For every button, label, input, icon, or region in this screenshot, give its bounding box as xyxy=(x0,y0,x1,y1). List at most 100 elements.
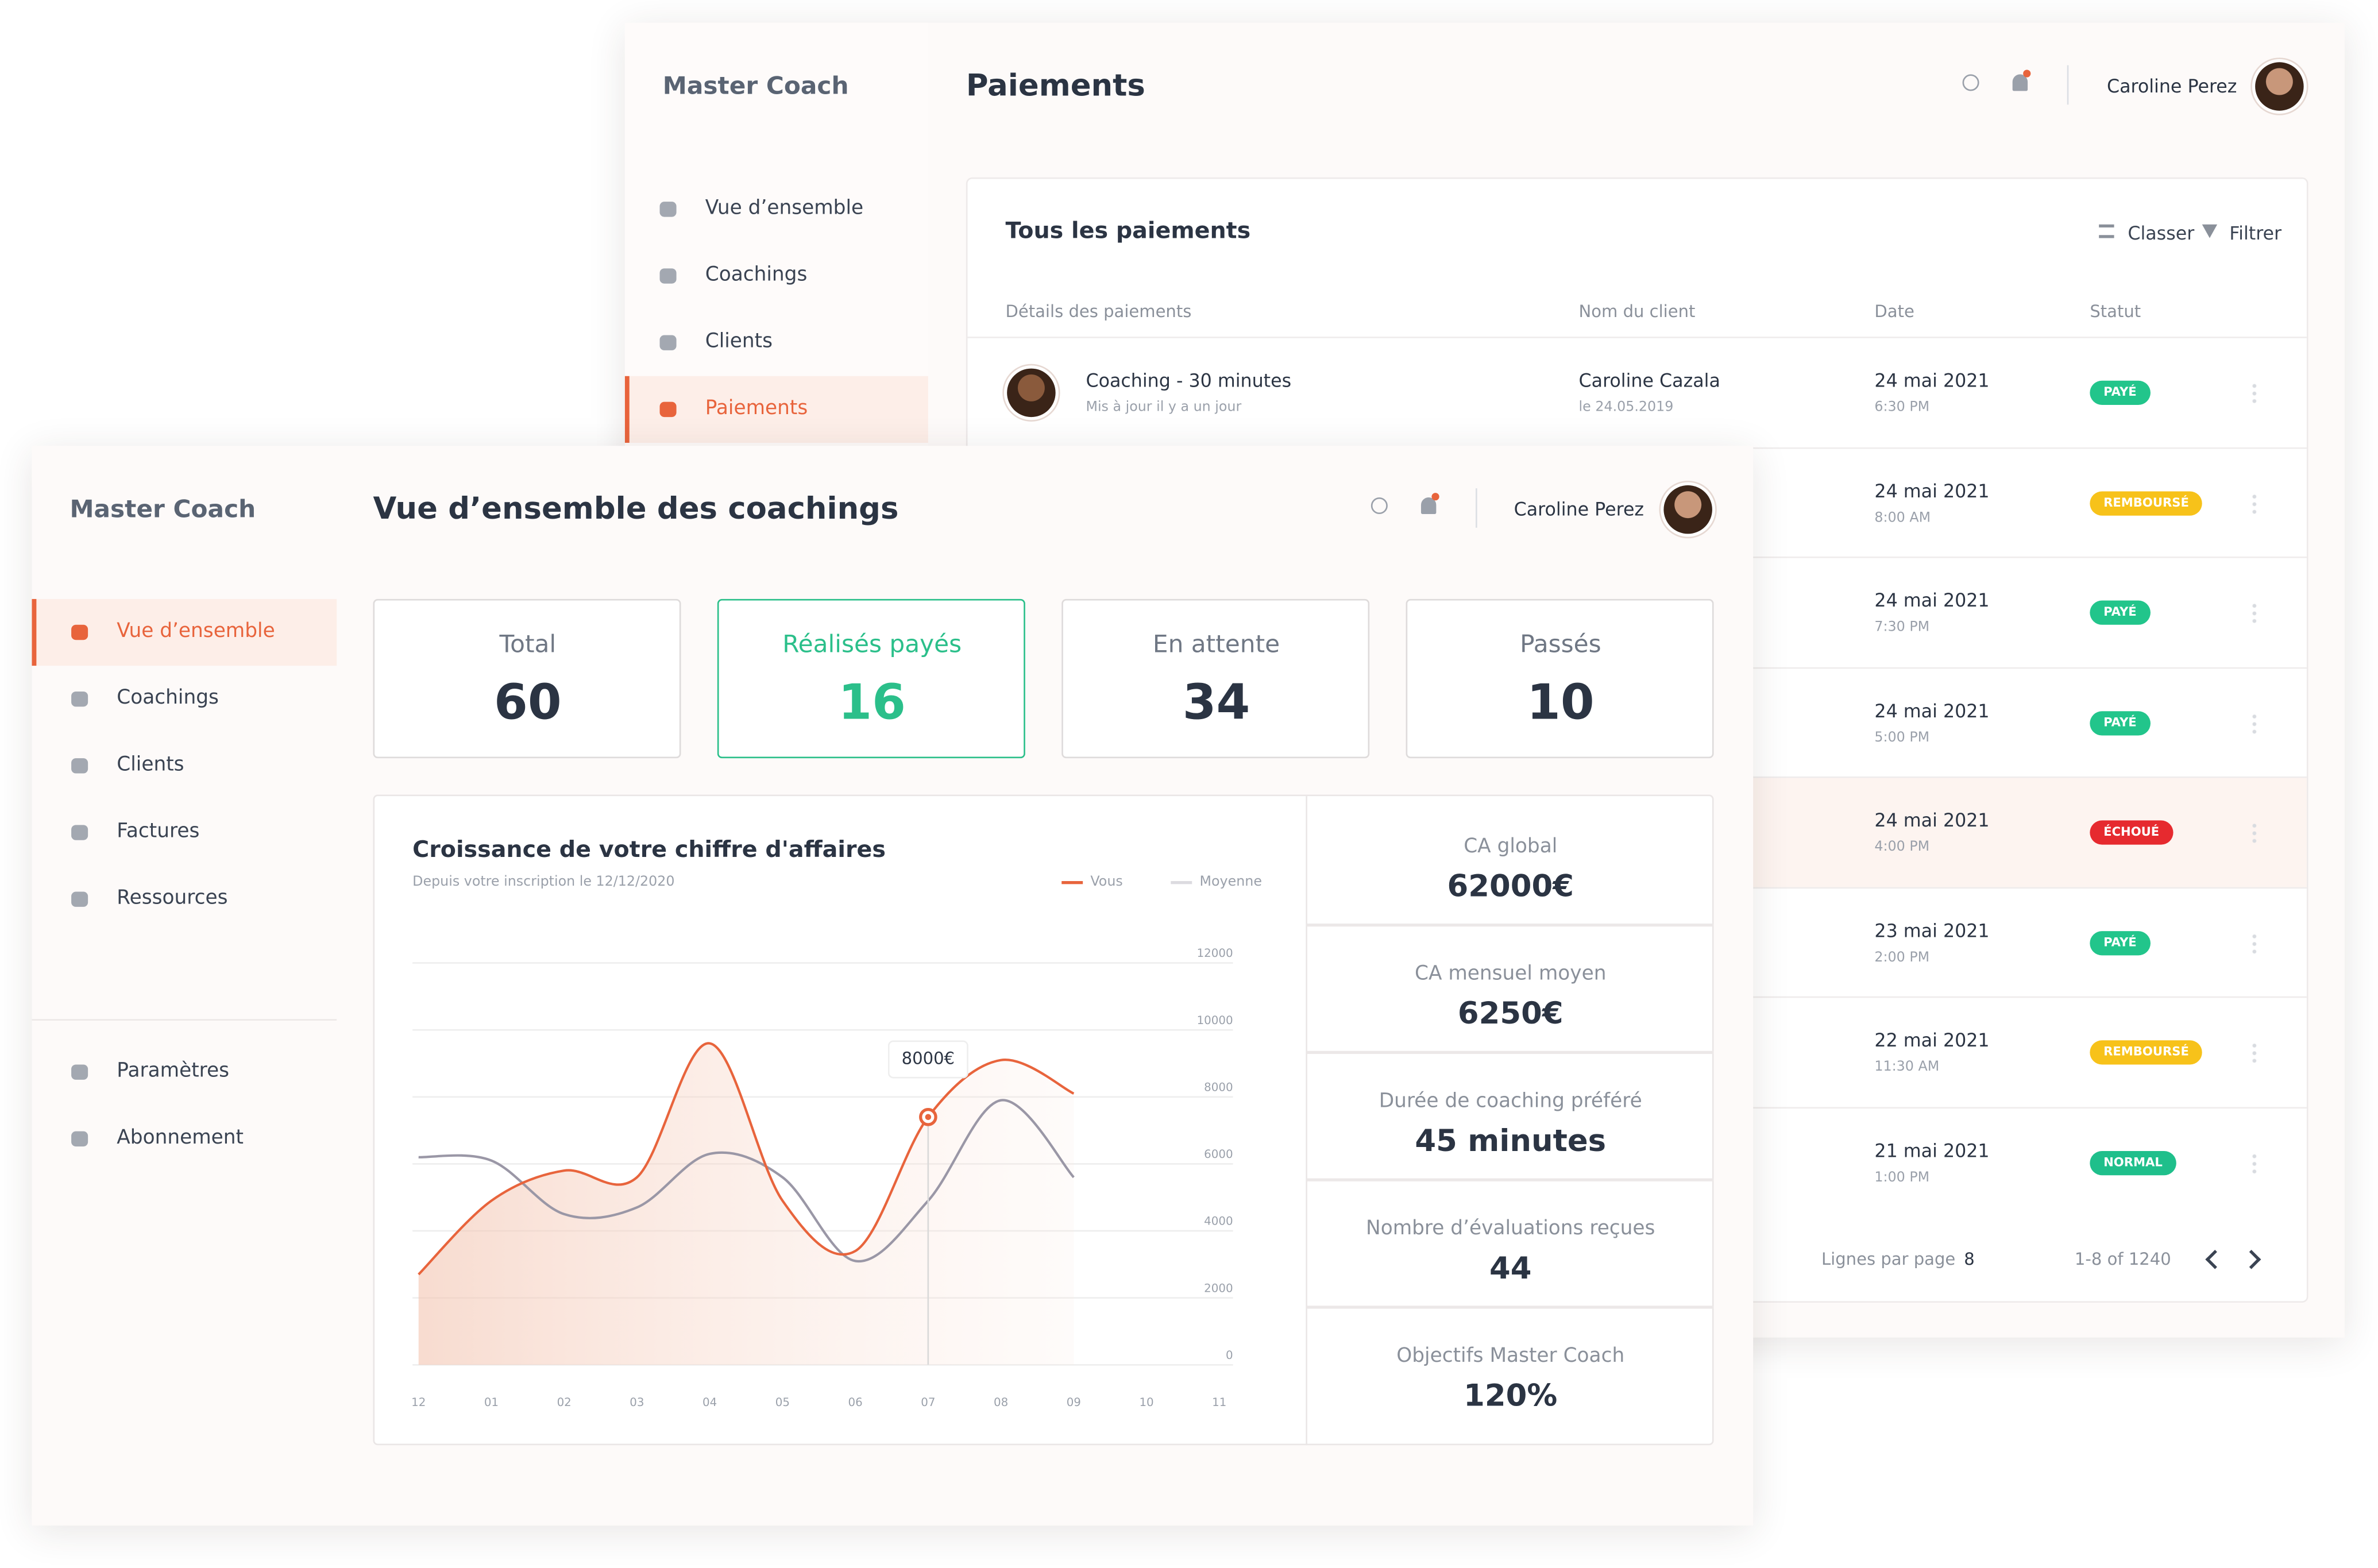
x-tick-label: 09 xyxy=(1067,1396,1081,1409)
notification-dot xyxy=(1431,493,1439,501)
x-tick-label: 08 xyxy=(994,1396,1008,1409)
status-badge: REMBOURSÉ xyxy=(2090,491,2203,515)
payment-time: 6:30 PM xyxy=(1874,400,1930,416)
legend-swatch xyxy=(1171,881,1192,885)
column-header: Date xyxy=(1874,302,1914,322)
row-menu[interactable] xyxy=(2252,932,2257,953)
nav-item[interactable]: Paramètres xyxy=(117,1060,230,1083)
kpi-divider xyxy=(1307,1051,1714,1055)
payment-time: 2:00 PM xyxy=(1874,950,1930,965)
divider xyxy=(2067,65,2069,105)
status-badge: PAYÉ xyxy=(2090,710,2151,735)
sort-button[interactable]: Classer xyxy=(2128,223,2195,245)
kpi-value: 120% xyxy=(1464,1377,1558,1413)
nav-item[interactable]: Paiements xyxy=(705,397,808,420)
stat-label: Total xyxy=(499,629,557,658)
row-menu[interactable] xyxy=(2252,1152,2257,1173)
prev-page[interactable] xyxy=(2205,1249,2225,1269)
tooltip-label: 8000€ xyxy=(902,1048,955,1068)
status-badge: PAYÉ xyxy=(2090,600,2151,625)
kpi-label: Durée de coaching préféré xyxy=(1379,1090,1642,1113)
payment-date: 24 mai 2021 xyxy=(1874,480,1990,501)
row-menu[interactable] xyxy=(2252,822,2257,844)
nav-item[interactable]: Clients xyxy=(705,330,773,354)
search-icon[interactable] xyxy=(1962,74,1979,91)
nav-item[interactable]: Factures xyxy=(117,820,200,844)
brand: Master Coach xyxy=(70,494,256,523)
nav-icon xyxy=(71,691,88,707)
series-line xyxy=(418,1099,1075,1263)
avatar xyxy=(2255,62,2304,111)
chart-subtitle: Depuis votre inscription le 12/12/2020 xyxy=(412,875,675,890)
panel-divider xyxy=(1306,796,1307,1446)
nav-icon xyxy=(659,202,677,217)
row-menu[interactable] xyxy=(2252,602,2257,624)
nav-divider xyxy=(32,1019,337,1021)
stat-label: Réalisés payés xyxy=(782,629,962,658)
stat-card[interactable]: Réalisés payés 16 xyxy=(717,598,1025,759)
nav-icon xyxy=(71,825,88,840)
row-menu[interactable] xyxy=(2252,382,2257,404)
search-icon[interactable] xyxy=(1371,497,1388,515)
area xyxy=(418,1043,1074,1365)
payment-detail: Coaching - 30 minutes xyxy=(1086,370,1292,392)
row-menu[interactable] xyxy=(2252,712,2257,733)
legend-label: Moyenne xyxy=(1199,875,1262,890)
page-title: Vue d’ensemble des coachings xyxy=(373,489,899,527)
nav-item[interactable]: Vue d’ensemble xyxy=(705,197,864,220)
user-name: Caroline Perez xyxy=(2106,76,2237,97)
nav-icon xyxy=(659,268,677,284)
kpi-value: 45 minutes xyxy=(1415,1122,1607,1159)
series-line xyxy=(418,1042,1075,1276)
filter-button[interactable]: Filtrer xyxy=(2229,223,2282,245)
y-tick-label: 6000 xyxy=(1204,1148,1233,1161)
nav-icon xyxy=(71,1064,88,1080)
nav-icon xyxy=(71,624,88,640)
status-badge: NORMAL xyxy=(2090,1150,2176,1175)
sort-icon xyxy=(2099,224,2114,238)
y-tick-label: 12000 xyxy=(1197,947,1233,960)
payment-time: 11:30 AM xyxy=(1874,1060,1940,1075)
kpi-label: Nombre d’évaluations reçues xyxy=(1366,1218,1655,1241)
x-tick-label: 04 xyxy=(702,1396,717,1409)
stat-card[interactable]: En attente 34 xyxy=(1061,598,1370,759)
x-tick-label: 06 xyxy=(848,1396,863,1409)
row-menu[interactable] xyxy=(2252,1041,2257,1063)
payment-date: 21 mai 2021 xyxy=(1874,1140,1990,1161)
payment-updated: Mis à jour il y a un jour xyxy=(1086,400,1242,416)
kpi-label: Objectifs Master Coach xyxy=(1396,1345,1625,1368)
nav-item[interactable]: Vue d’ensemble xyxy=(117,620,275,643)
tooltip-box xyxy=(887,1040,968,1079)
stat-card[interactable]: Passés 10 xyxy=(1406,598,1714,759)
row-divider xyxy=(967,337,2307,338)
next-page[interactable] xyxy=(2241,1249,2261,1269)
pagination-range: 1-8 of 1240 xyxy=(2074,1249,2171,1269)
nav-item[interactable]: Ressources xyxy=(117,887,228,910)
nav-item[interactable]: Coachings xyxy=(705,264,808,287)
y-tick-label: 10000 xyxy=(1197,1014,1233,1027)
kpi-label: CA mensuel moyen xyxy=(1414,963,1607,986)
payment-date: 23 mai 2021 xyxy=(1874,920,1990,941)
rows-per-page[interactable]: 8 xyxy=(1964,1249,1975,1269)
row-menu[interactable] xyxy=(2252,492,2257,513)
kpi-divider xyxy=(1307,923,1714,927)
stat-card[interactable]: Total 60 xyxy=(373,598,681,759)
nav-active-bar xyxy=(32,598,37,666)
payment-time: 5:00 PM xyxy=(1874,730,1930,746)
divider xyxy=(1476,488,1477,528)
payment-date: 24 mai 2021 xyxy=(1874,590,1990,612)
payment-time: 1:00 PM xyxy=(1874,1169,1930,1185)
nav-item[interactable]: Coachings xyxy=(117,687,219,710)
avatar xyxy=(1663,485,1712,534)
nav-icon xyxy=(659,401,677,418)
stat-label: En attente xyxy=(1152,629,1280,658)
column-header: Détails des paiements xyxy=(1005,302,1192,322)
x-tick-label: 03 xyxy=(630,1396,644,1409)
nav-item[interactable]: Abonnement xyxy=(117,1126,244,1150)
nav-active-bar xyxy=(624,376,630,443)
y-tick-label: 4000 xyxy=(1204,1215,1233,1228)
nav-item[interactable]: Clients xyxy=(117,754,184,777)
kpi-label: CA global xyxy=(1464,835,1558,859)
nav-icon xyxy=(71,891,88,907)
kpi-divider xyxy=(1307,1178,1714,1181)
